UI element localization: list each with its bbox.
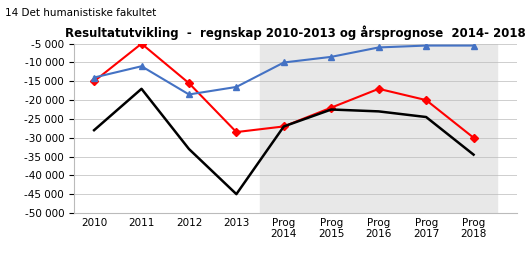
Prosjekt xyxy=(233,85,240,88)
Total xyxy=(91,129,97,132)
Prosjekt xyxy=(91,76,97,79)
Title: Resultatutvikling  -  regnskap 2010-2013 og årsprognose  2014- 2018: Resultatutvikling - regnskap 2010-2013 o… xyxy=(65,25,526,40)
Total xyxy=(470,153,477,156)
Prosjekt xyxy=(281,61,287,64)
Prosjekt xyxy=(328,55,334,58)
Line: Basis: Basis xyxy=(91,41,476,141)
Total xyxy=(281,125,287,128)
Bar xyxy=(260,44,497,213)
Line: Total: Total xyxy=(94,89,474,194)
Basis xyxy=(328,106,334,109)
Total xyxy=(138,87,145,90)
Total xyxy=(186,147,192,151)
Basis xyxy=(233,130,240,134)
Basis xyxy=(281,125,287,128)
Prosjekt xyxy=(138,65,145,68)
Basis xyxy=(186,82,192,85)
Basis xyxy=(138,42,145,45)
Line: Prosjekt: Prosjekt xyxy=(91,42,477,98)
Basis xyxy=(375,87,382,90)
Prosjekt xyxy=(186,93,192,96)
Prosjekt xyxy=(375,46,382,49)
Basis xyxy=(423,99,429,102)
Prosjekt xyxy=(470,44,477,47)
Text: 14 Det humanistiske fakultet: 14 Det humanistiske fakultet xyxy=(5,8,156,18)
Basis xyxy=(91,80,97,83)
Total xyxy=(423,115,429,119)
Basis xyxy=(470,136,477,139)
Total xyxy=(328,108,334,111)
Total xyxy=(233,192,240,196)
Prosjekt xyxy=(423,44,429,47)
Total xyxy=(375,110,382,113)
